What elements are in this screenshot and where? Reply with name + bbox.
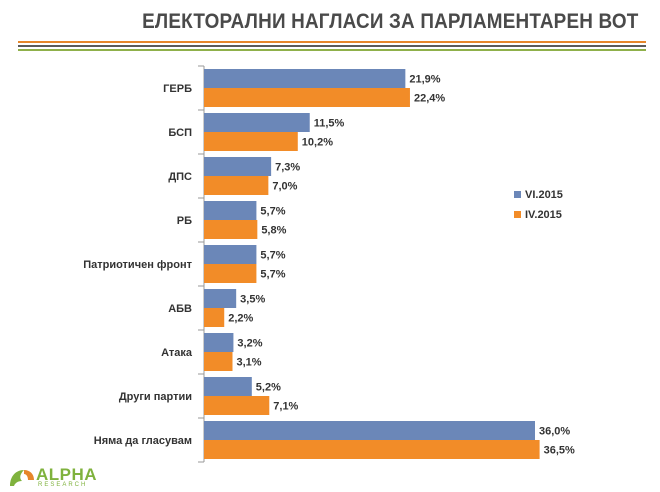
bar-vi-2015 — [204, 69, 406, 88]
category-label: АБВ — [168, 303, 192, 315]
data-label: 5,7% — [260, 269, 285, 281]
bar-vi-2015 — [204, 245, 257, 264]
bar-iv-2015 — [204, 264, 257, 283]
header-rule-green — [18, 49, 646, 51]
bar-vi-2015 — [204, 289, 237, 308]
bar-iv-2015 — [204, 308, 225, 327]
category-label: Патриотичен фронт — [83, 259, 192, 271]
logo-name: ALPHA — [36, 465, 98, 484]
data-label: 2,2% — [228, 313, 253, 325]
category-label: РБ — [177, 215, 192, 227]
legend-label: IV.2015 — [525, 209, 562, 221]
category-label: ДПС — [168, 171, 192, 183]
category-label: БСП — [168, 127, 192, 139]
data-label: 3,5% — [240, 294, 265, 306]
legend-swatch — [514, 191, 521, 198]
category-label: ГЕРБ — [163, 83, 192, 95]
data-label: 11,5% — [314, 118, 345, 130]
bar-vi-2015 — [204, 201, 257, 220]
bar-iv-2015 — [204, 220, 258, 239]
legend-label: VI.2015 — [525, 189, 563, 201]
category-label: Няма да гласувам — [94, 435, 192, 447]
bar-iv-2015 — [204, 132, 298, 151]
data-label: 5,2% — [256, 382, 281, 394]
data-label: 10,2% — [302, 137, 333, 149]
data-label: 36,0% — [539, 426, 570, 438]
bar-iv-2015 — [204, 88, 410, 107]
data-label: 7,0% — [272, 181, 297, 193]
data-label: 21,9% — [409, 74, 440, 86]
data-label: 22,4% — [414, 93, 445, 105]
page-title: ЕЛЕКТОРАЛНИ НАГЛАСИ ЗА ПАРЛАМЕНТАРЕН ВОТ — [141, 10, 638, 33]
bar-iv-2015 — [204, 440, 540, 459]
legend-swatch — [514, 211, 521, 218]
data-label: 5,7% — [260, 206, 285, 218]
logo-subtitle: RESEARCH — [38, 482, 88, 488]
bar-vi-2015 — [204, 377, 252, 396]
bar-iv-2015 — [204, 176, 269, 195]
data-label: 7,1% — [273, 401, 298, 413]
header-rule-orange — [18, 41, 646, 43]
data-label: 5,7% — [260, 250, 285, 262]
bar-vi-2015 — [204, 113, 310, 132]
data-label: 36,5% — [544, 445, 575, 457]
data-label: 7,3% — [275, 162, 300, 174]
bar-vi-2015 — [204, 333, 234, 352]
data-label: 3,1% — [237, 357, 262, 369]
bar-iv-2015 — [204, 352, 233, 371]
header-rule-gray — [18, 45, 646, 47]
category-label: Други партии — [119, 391, 192, 403]
alpha-research-logo-icon — [10, 470, 34, 486]
bar-vi-2015 — [204, 421, 535, 440]
bar-vi-2015 — [204, 157, 272, 176]
category-label: Атака — [161, 347, 193, 359]
bar-iv-2015 — [204, 396, 270, 415]
data-label: 5,8% — [261, 225, 286, 237]
data-label: 3,2% — [237, 338, 262, 350]
